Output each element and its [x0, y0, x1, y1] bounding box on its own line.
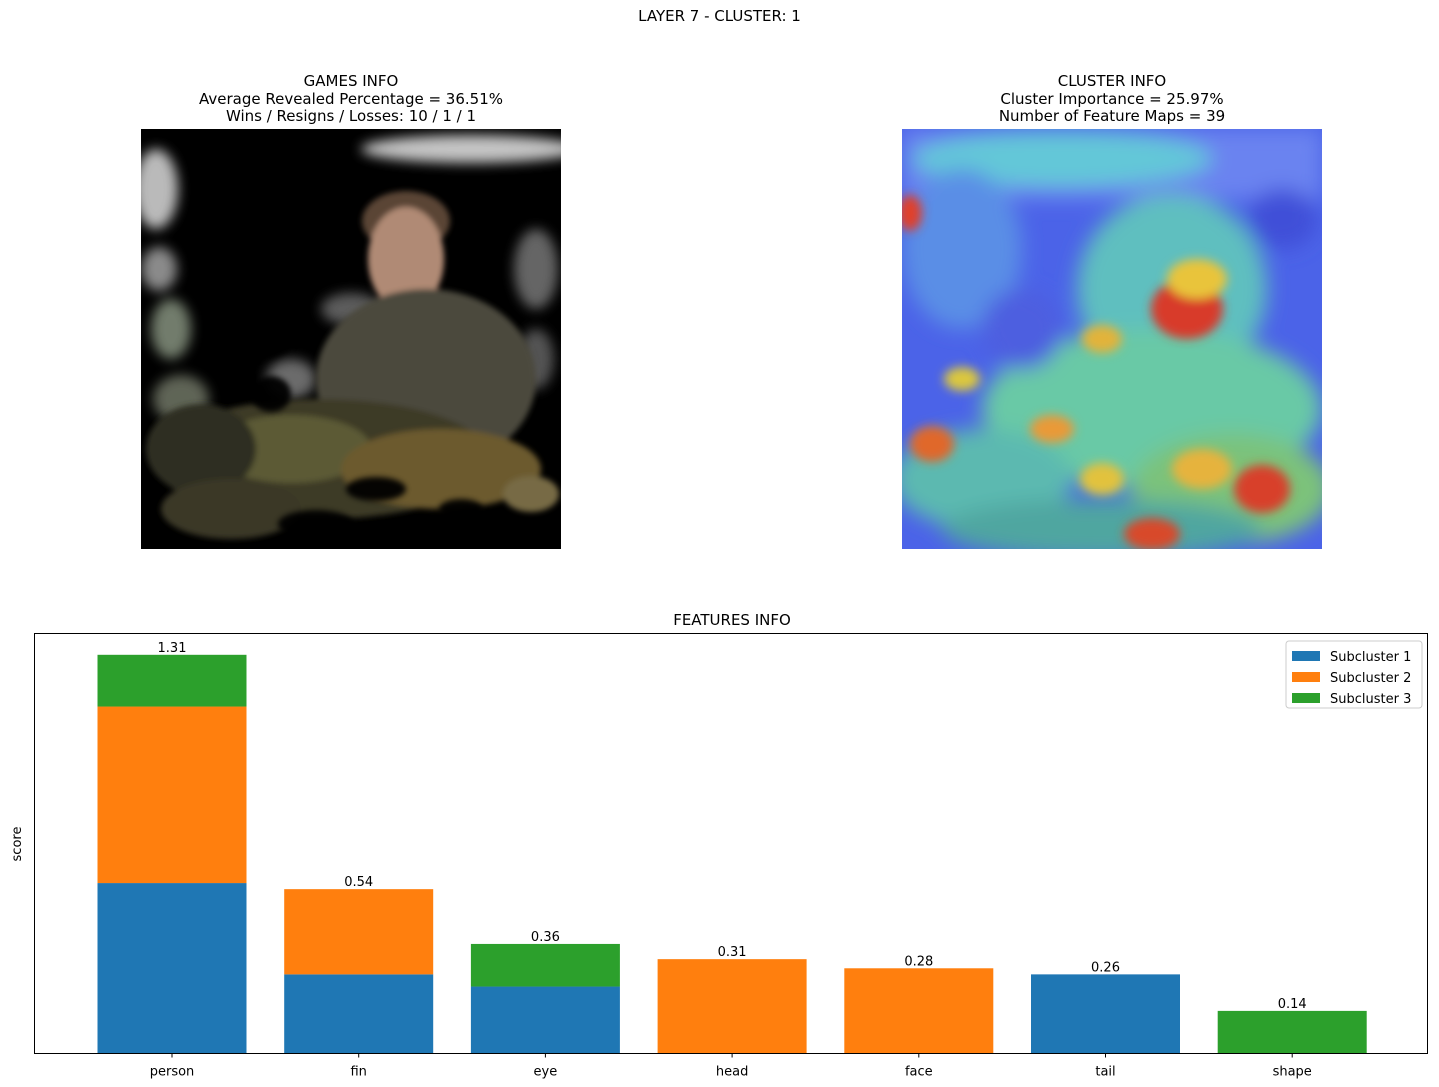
revealed-photo-drawing [141, 129, 561, 549]
bar-shape-subcluster-3 [1217, 1010, 1367, 1054]
cluster-importance: Cluster Importance = 25.97% [1000, 89, 1224, 108]
legend: Subcluster 1 Subcluster 2 Subcluster 3 [1285, 640, 1423, 709]
figure-title: LAYER 7 - CLUSTER: 1 [638, 7, 801, 25]
chart-title: FEATURES INFO [673, 611, 791, 629]
bars-layer [97, 654, 1367, 1054]
x-tick-label-tail: tail [1095, 1065, 1115, 1080]
legend-label-subcluster-3: Subcluster 3 [1330, 692, 1411, 707]
value-labels-layer: 1.31 0.54 0.36 0.31 0.28 0.26 0.14 [158, 641, 1307, 1012]
plot-frame [34, 633, 1428, 1054]
value-label-head: 0.31 [718, 945, 747, 960]
cluster-heatmap-drawing [902, 129, 1322, 549]
bar-person-subcluster-3 [97, 654, 247, 707]
number-of-feature-maps: Number of Feature Maps = 39 [998, 107, 1226, 125]
average-revealed-percentage: Average Revealed Percentage = 36.51% [198, 89, 503, 108]
value-label-tail: 0.26 [1091, 960, 1120, 975]
bar-face-subcluster-2 [844, 968, 994, 1054]
x-ticks-layer: person fin eye head face tail shape [150, 1053, 1312, 1080]
legend-swatch-subcluster-1 [1292, 651, 1320, 661]
x-tick-label-eye: eye [534, 1065, 558, 1080]
bar-eye-subcluster-1 [470, 986, 620, 1054]
x-tick-label-face: face [905, 1065, 933, 1080]
games-info-title: GAMES INFO Average Revealed Percentage =… [141, 72, 561, 126]
x-tick-label-shape: shape [1273, 1065, 1312, 1080]
bar-person-subcluster-1 [97, 883, 247, 1054]
legend-swatch-subcluster-2 [1292, 672, 1320, 682]
bar-fin-subcluster-2 [284, 889, 434, 975]
value-label-eye: 0.36 [531, 930, 560, 945]
features-chart: FEATURES INFO score 1.31 0.54 0.36 0.31 0.28… [10, 611, 1428, 1080]
value-label-face: 0.28 [904, 954, 933, 969]
legend-label-subcluster-2: Subcluster 2 [1330, 671, 1411, 686]
bar-person-subcluster-2 [97, 706, 247, 884]
value-label-fin: 0.54 [344, 875, 373, 890]
cluster-info-heading: CLUSTER INFO [1057, 72, 1167, 90]
bar-eye-subcluster-3 [470, 943, 620, 987]
legend-swatch-subcluster-3 [1292, 693, 1320, 703]
bar-tail-subcluster-1 [1031, 974, 1180, 1054]
revealed-photo [141, 129, 561, 549]
x-tick-label-fin: fin [350, 1065, 366, 1080]
bar-head-subcluster-2 [657, 959, 807, 1054]
wins-resigns-losses: Wins / Resigns / Losses: 10 / 1 / 1 [225, 107, 477, 125]
x-tick-label-head: head [716, 1065, 748, 1080]
value-label-shape: 0.14 [1278, 997, 1307, 1012]
value-label-person: 1.31 [158, 641, 187, 656]
legend-label-subcluster-1: Subcluster 1 [1330, 650, 1411, 665]
games-info-heading: GAMES INFO [303, 72, 399, 90]
cluster-info-title: CLUSTER INFO Cluster Importance = 25.97%… [902, 72, 1322, 126]
x-tick-label-person: person [150, 1065, 195, 1080]
cluster-heatmap [902, 129, 1322, 549]
y-axis-label: score [10, 827, 25, 862]
bar-fin-subcluster-1 [284, 974, 434, 1054]
